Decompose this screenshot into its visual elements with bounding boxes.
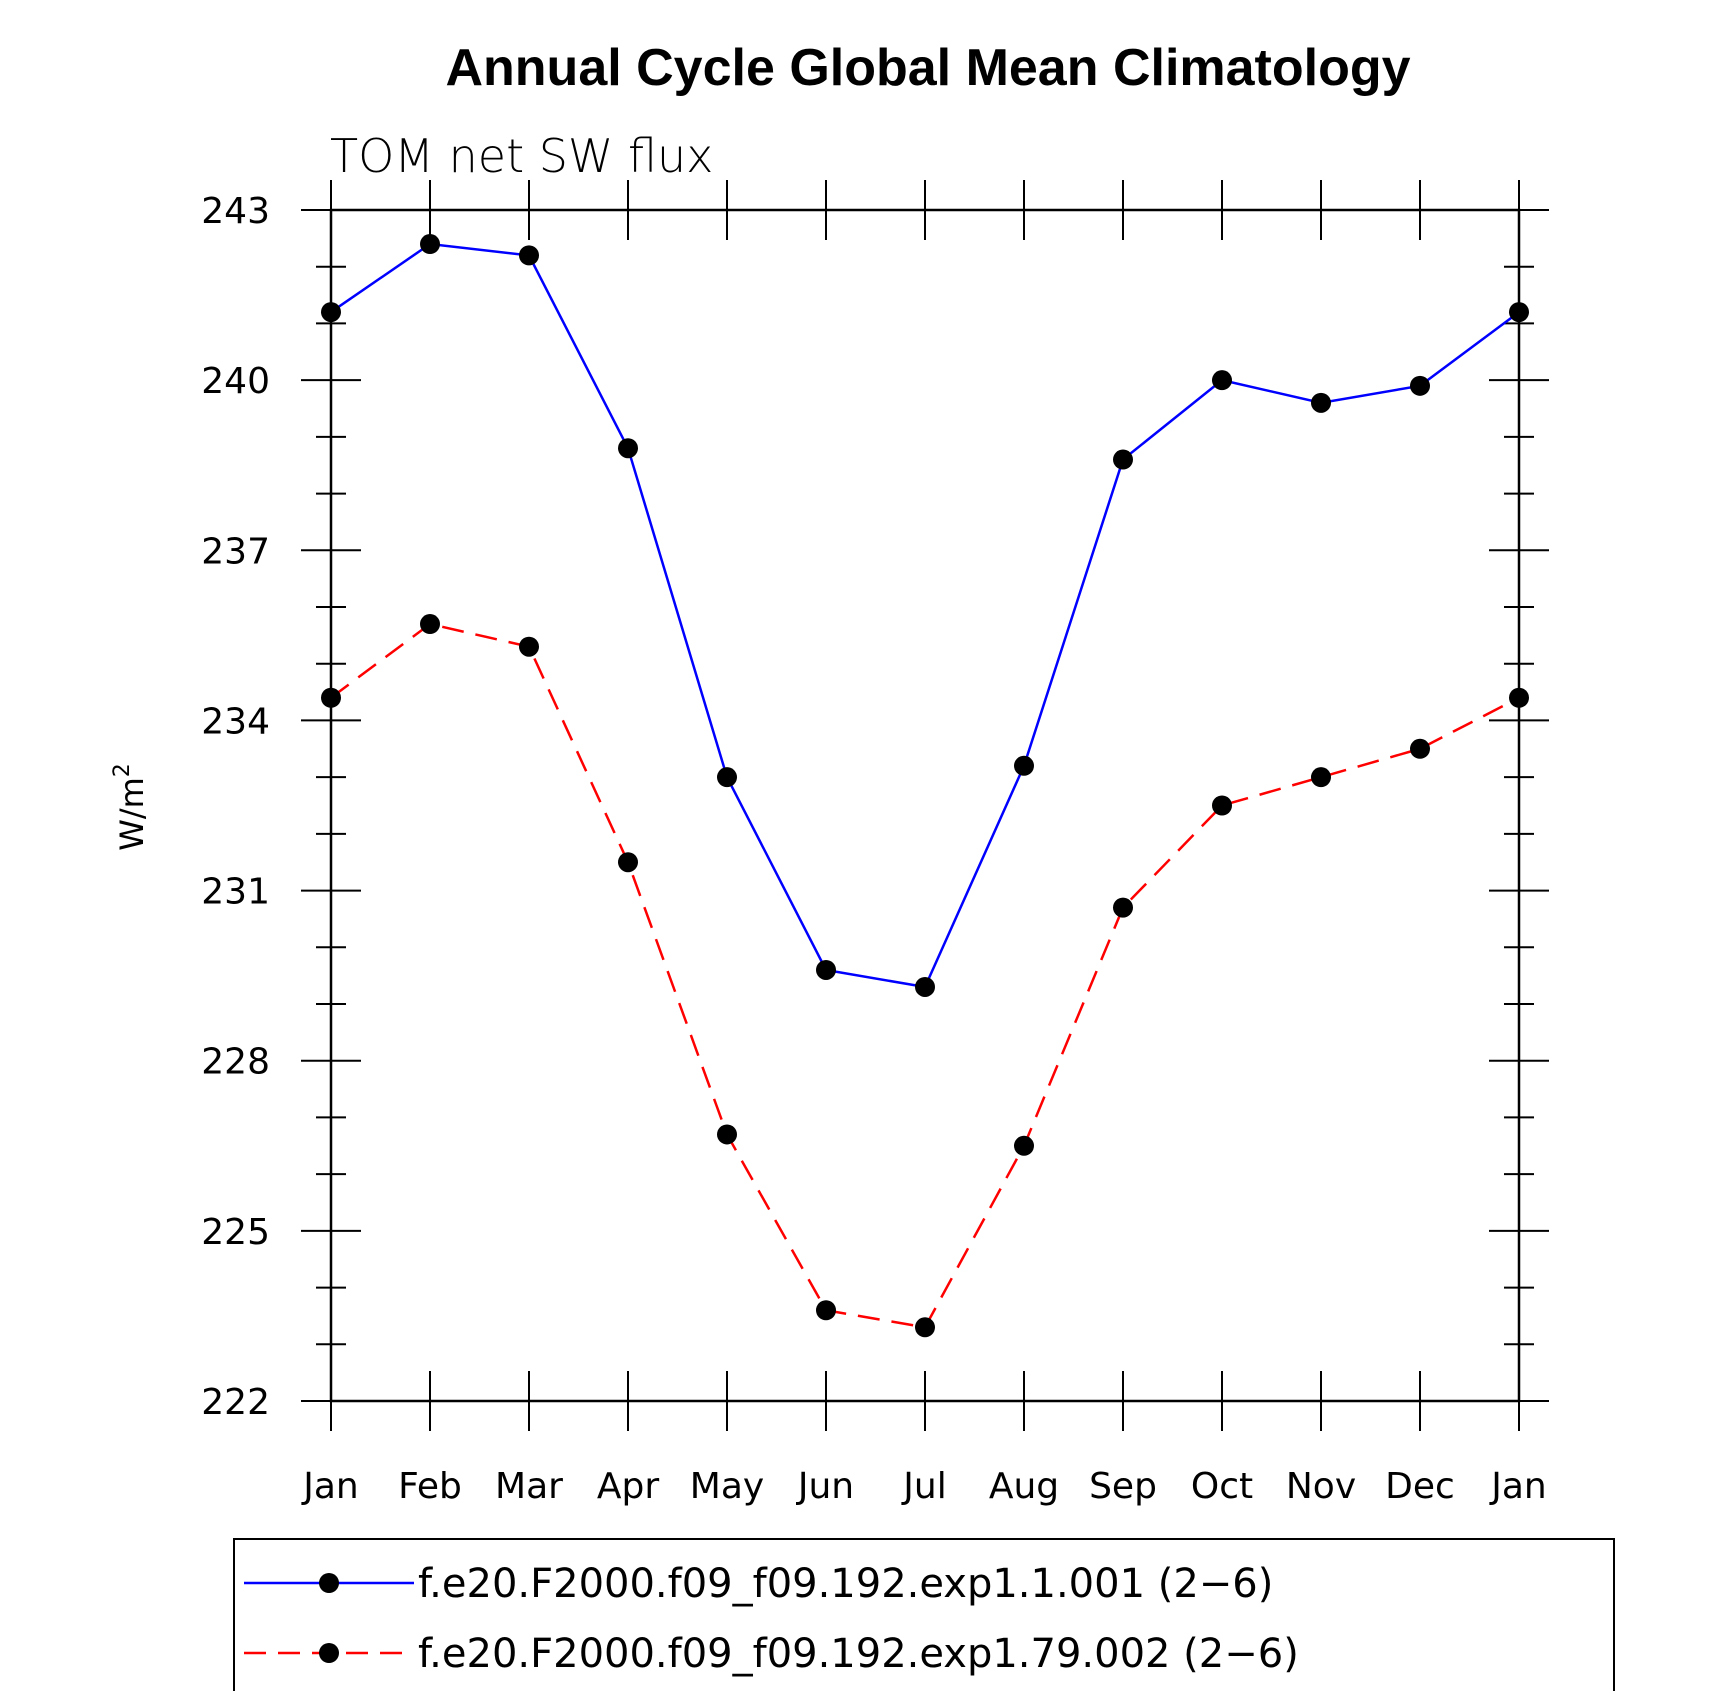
x-tick-label: Aug [989,1466,1059,1507]
series-2-point [816,1300,836,1321]
series-2-point [321,687,341,708]
series-2-point [1014,1135,1034,1156]
x-tick-label: May [690,1466,764,1507]
y-tick-label: 237 [201,531,270,572]
y-axis-label: W/m2 [110,763,151,851]
x-tick-label: Feb [398,1466,462,1507]
x-tick-label: Jun [796,1466,854,1507]
axis-ticks [301,180,1549,1431]
series-1-point [1311,392,1331,413]
x-tick-label: Sep [1089,1466,1157,1507]
series-1-line [330,242,1520,989]
series-1-point [519,245,539,266]
series-2-line [330,622,1520,1329]
series-1-point [1014,755,1034,776]
series-1-point [717,767,737,788]
legend-marker-series-2 [319,1643,339,1663]
x-tick-label: Jul [901,1466,946,1507]
y-tick-label: 231 [201,872,270,913]
x-tick-label: Dec [1385,1466,1455,1507]
series-2-point [519,636,539,657]
x-tick-label: Nov [1286,1466,1356,1507]
x-tick-label: Jan [1489,1466,1547,1507]
y-tick-label: 228 [201,1042,270,1083]
series-2-point [717,1124,737,1145]
series-1-point [1113,449,1133,470]
legend-box [233,1538,1615,1691]
series-1-point [1509,302,1529,323]
y-axis-label-superscript: 2 [110,763,135,777]
series-1-point [618,438,638,459]
x-tick-label: Oct [1191,1466,1253,1507]
legend-marker-series-1 [319,1573,339,1593]
series-1-point [1212,370,1232,391]
x-tick-label: Jan [301,1466,359,1507]
series-1-point [321,302,341,323]
x-tick-labels: Jan Feb Mar Apr May Jun Jul Aug Sep Oct Nov Dec Jan [301,1466,1547,1507]
y-tick-labels: 222 225 228 231 234 237 240 243 [201,191,270,1423]
legend-label-series-2: f.e20.F2000.f09_f09.192.exp1.79.002 (2−6… [418,1631,1299,1677]
series-2-point [1410,738,1430,759]
plot-area [329,208,1521,1403]
chart-subtitle: TOM net SW flux [330,129,713,183]
series-1-point [1410,375,1430,396]
series-2-point [1509,687,1529,708]
y-tick-label: 222 [201,1382,270,1423]
svg-text:W/m2: W/m2 [110,763,151,851]
series-2-point [1212,795,1232,816]
y-axis-label-text: W/m [113,777,151,851]
chart-title: Annual Cycle Global Mean Climatology [445,39,1410,97]
series-1-point [420,234,440,255]
series-2-point [420,614,440,635]
y-tick-label: 225 [201,1212,270,1253]
y-tick-label: 240 [201,361,270,402]
series-1-point [816,959,836,980]
y-tick-label: 243 [201,191,270,232]
x-tick-label: Mar [495,1466,563,1507]
series-2-point [1311,767,1331,788]
series-1-point [915,976,935,997]
series-2-point [618,852,638,873]
legend-label-series-1: f.e20.F2000.f09_f09.192.exp1.1.001 (2−6) [418,1561,1273,1607]
legend: f.e20.F2000.f09_f09.192.exp1.1.001 (2−6)… [233,1538,1615,1691]
series-layer [321,234,1529,1338]
series-2-point [1113,897,1133,918]
series-2-point [915,1317,935,1338]
x-tick-label: Apr [597,1466,659,1507]
y-tick-label: 234 [201,701,270,742]
